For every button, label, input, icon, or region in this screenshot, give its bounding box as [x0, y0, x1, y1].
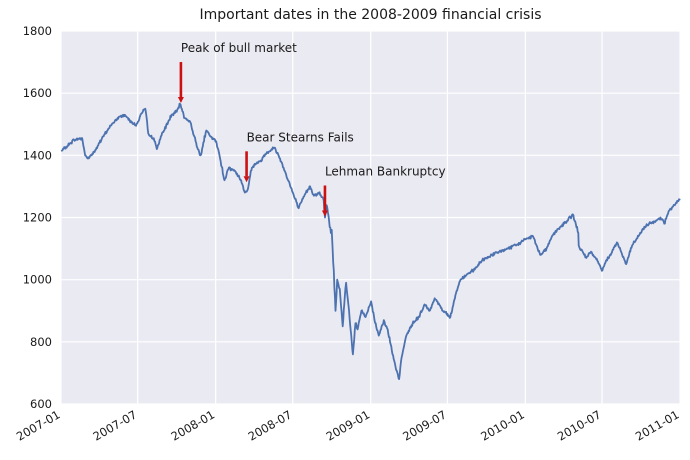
- y-tick-label: 600: [30, 397, 52, 411]
- x-tick-label: 2009-07: [400, 407, 449, 443]
- x-tick-label: 2008-07: [246, 407, 295, 443]
- y-tick-label: 1800: [23, 24, 52, 38]
- y-tick-label: 800: [30, 335, 52, 349]
- x-tick-label: 2009-01: [324, 407, 373, 443]
- annotation-arrow-head: [243, 176, 250, 183]
- y-tick-label: 1200: [23, 211, 52, 225]
- y-tick-label: 1400: [23, 148, 52, 162]
- annotation-arrow-head: [177, 97, 184, 104]
- x-tick-label: 2010-07: [555, 407, 604, 443]
- annotation-arrow-head: [321, 210, 328, 217]
- x-tick-label: 2011-01: [633, 407, 682, 443]
- x-tick-label: 2008-01: [169, 407, 218, 443]
- x-tick-label: 2010-01: [478, 407, 527, 443]
- annotation-label: Lehman Bankruptcy: [325, 165, 446, 179]
- y-tick-label: 1000: [23, 273, 52, 287]
- chart-title: Important dates in the 2008-2009 financi…: [199, 7, 542, 23]
- price-line: [60, 102, 681, 380]
- annotation-label: Bear Stearns Fails: [247, 130, 354, 144]
- y-tick-label: 1600: [23, 86, 52, 100]
- annotation-label: Peak of bull market: [181, 41, 297, 55]
- x-tick-label: 2007-07: [91, 407, 140, 443]
- x-tick-label: 2007-01: [14, 407, 63, 443]
